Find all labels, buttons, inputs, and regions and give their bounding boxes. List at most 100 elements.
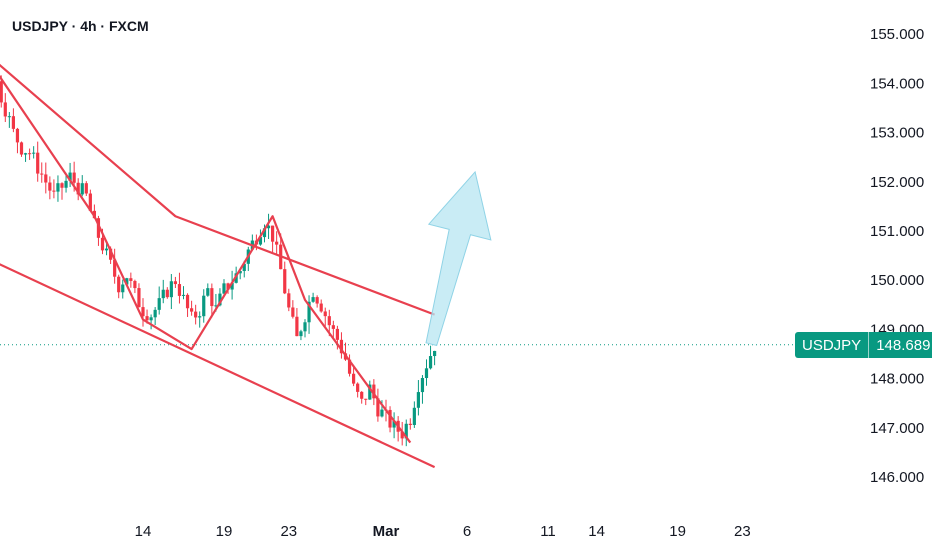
candle-body: [412, 407, 416, 425]
candle-body: [323, 311, 327, 317]
candle-body: [238, 271, 242, 274]
current-price-value: 148.689: [876, 336, 931, 354]
candle-body: [271, 225, 275, 242]
projection-arrow: [425, 170, 492, 347]
candle-body: [299, 331, 303, 337]
candle-body: [0, 81, 3, 103]
candle-body: [88, 193, 92, 211]
candle-body: [400, 431, 404, 439]
candle-body: [161, 289, 165, 299]
candle-body: [206, 288, 210, 296]
candle-body: [258, 237, 263, 245]
candle-body: [60, 183, 64, 188]
candle-body: [275, 241, 279, 245]
candle-body: [36, 152, 40, 174]
candle-body: [214, 305, 218, 307]
candle-body: [392, 420, 396, 428]
candle-body: [198, 316, 202, 318]
chart-title: USDJPY · 4h · FXCM: [12, 18, 149, 34]
candle-body: [19, 142, 24, 155]
candle-body: [287, 293, 291, 308]
zigzag-pattern-line: [0, 75, 412, 444]
candle-body: [368, 384, 372, 400]
candle-body: [121, 284, 125, 293]
candle-body: [11, 116, 15, 129]
y-tick-label: 148.000: [870, 371, 924, 388]
y-tick-label: 150.000: [870, 272, 924, 289]
candle-body: [3, 102, 7, 117]
candle-body: [149, 317, 153, 321]
candle-body: [202, 295, 206, 317]
y-tick-label: 155.000: [870, 26, 924, 43]
candle-body: [23, 153, 28, 155]
candle-body: [64, 180, 68, 188]
candle-body: [339, 339, 344, 354]
candle-body: [80, 183, 84, 195]
candle-body: [315, 297, 319, 304]
candle-body: [141, 307, 145, 317]
candle-body: [40, 173, 44, 175]
candle-body: [177, 284, 182, 296]
candle-body: [347, 359, 352, 374]
current-price-symbol: USDJPY: [795, 332, 870, 358]
candle-body: [226, 283, 230, 290]
candle-body: [145, 316, 149, 321]
x-tick-label: Mar: [373, 523, 400, 540]
candle-body: [32, 152, 36, 154]
y-tick-label: 153.000: [870, 125, 924, 142]
candle-body: [185, 294, 190, 309]
candle-body: [15, 128, 20, 143]
candle-body: [295, 316, 299, 337]
candle-body: [335, 328, 339, 340]
candle-body: [311, 297, 315, 302]
channel-upper-line: [0, 63, 435, 316]
candle-body: [100, 237, 105, 251]
candle-body: [222, 283, 226, 294]
candle-body: [153, 309, 157, 318]
candle-body: [303, 322, 307, 332]
candle-body: [210, 288, 214, 307]
candle-body: [7, 116, 11, 118]
candle-body: [129, 278, 133, 281]
candle-body: [319, 303, 323, 312]
candle-body: [376, 398, 380, 417]
candle-body: [28, 153, 32, 155]
candle-body: [84, 183, 88, 194]
candle-body: [96, 218, 101, 238]
candle-body: [157, 298, 161, 310]
candle-body: [133, 280, 137, 289]
y-tick-label: 146.000: [870, 469, 924, 486]
candle-body: [44, 174, 48, 183]
candle-body: [424, 368, 429, 379]
candle-body: [76, 182, 80, 195]
x-tick-label: 11: [540, 523, 556, 540]
candle-body: [420, 378, 425, 393]
candle-body: [230, 282, 234, 290]
candle-body: [307, 301, 311, 323]
candle-body: [360, 391, 364, 399]
y-tick-label: 154.000: [870, 75, 924, 92]
candle-body: [262, 228, 267, 238]
candle-body: [380, 409, 384, 417]
candle-body: [137, 288, 141, 308]
x-tick-label: 23: [734, 523, 751, 540]
candle-body: [266, 225, 271, 229]
candle-body: [291, 307, 295, 317]
candle-body: [356, 383, 360, 392]
x-tick-label: 14: [588, 523, 605, 540]
candle-body: [352, 373, 356, 384]
candle-body: [428, 356, 433, 369]
x-tick-label: 19: [669, 523, 686, 540]
candle-body: [72, 172, 76, 183]
candle-body: [194, 311, 198, 318]
candle-body: [169, 281, 173, 298]
x-tick-label: 14: [135, 523, 152, 540]
candle-body: [165, 289, 169, 298]
channel-lower-line: [0, 263, 436, 469]
candle-body: [173, 281, 177, 285]
candle-body: [372, 384, 376, 399]
candle-body: [113, 259, 117, 277]
x-tick-label: 19: [216, 523, 233, 540]
